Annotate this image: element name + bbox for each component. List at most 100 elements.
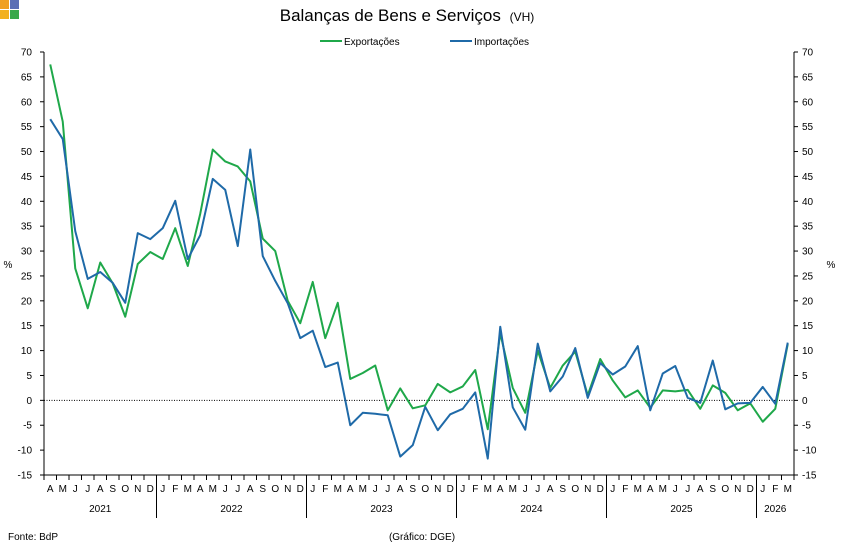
chart-title: Balanças de Bens e Serviços (VH) [280,6,535,25]
x-tick-label: M [184,484,192,495]
y-tick-label-left: 45 [21,172,33,183]
y-tick-label-left: 65 [21,72,33,83]
x-tick-label: N [134,484,141,495]
x-tick-label: O [421,484,429,495]
x-tick-label: D [147,484,154,495]
x-tick-label: F [172,484,178,495]
y-tick-label-left: 60 [21,97,33,108]
x-tick-label: J [385,484,390,495]
x-tick-label: J [523,484,528,495]
y-tick-label-right: 0 [802,396,808,407]
x-tick-label: M [484,484,492,495]
y-tick-label-left: 50 [21,147,33,158]
x-tick-label: J [685,484,690,495]
y-tick-label-right: 45 [802,172,814,183]
x-tick-label: A [647,484,654,495]
year-label: 2022 [220,504,243,515]
x-tick-label: J [235,484,240,495]
x-tick-label: O [271,484,279,495]
y-tick-label-left: -10 [18,446,33,457]
y-tick-label-left: 55 [21,122,33,133]
y-tick-label-right: 65 [802,72,814,83]
x-tick-label: M [659,484,667,495]
y-tick-label-right: 40 [802,197,814,208]
x-tick-label: J [310,484,315,495]
x-tick-label: M [334,484,342,495]
x-tick-label: O [571,484,579,495]
series-line-exportacoes [49,64,789,431]
chart-title-main: Balanças de Bens e Serviços [280,6,501,25]
x-tick-label: M [359,484,367,495]
y-tick-label-left: 10 [21,346,33,357]
x-tick-label: D [597,484,604,495]
x-tick-label: J [73,484,78,495]
y-tick-label-left: 30 [21,247,33,258]
x-tick-label: N [284,484,291,495]
x-tick-label: F [472,484,478,495]
legend-label: Importações [474,37,529,48]
y-tick-label-right: 70 [802,48,814,59]
y-tick-label-left: 5 [26,371,32,382]
logo-square-1 [0,10,9,19]
y-tick-label-left: 15 [21,321,33,332]
x-tick-label: N [434,484,441,495]
x-tick-label: D [747,484,754,495]
y-tick-label-right: 50 [802,147,814,158]
x-tick-label: J [223,484,228,495]
y-tick-label-right: 5 [802,371,808,382]
x-tick-label: S [409,484,416,495]
x-tick-label: A [547,484,554,495]
y-tick-label-right: -15 [802,471,817,482]
year-label: 2026 [764,504,787,515]
x-tick-label: J [373,484,378,495]
chart-legend: Exportações Importações [320,37,529,48]
source-note: Fonte: BdP [8,532,58,543]
chart-series [49,64,789,460]
x-tick-label: M [59,484,67,495]
credit-note: (Gráfico: DGE) [389,532,455,543]
year-label: 2021 [89,504,112,515]
logo-square-2 [10,0,19,9]
x-tick-label: J [460,484,465,495]
y-tick-label-left: -15 [18,471,33,482]
year-label: 2025 [670,504,693,515]
y-tick-label-left: 35 [21,222,33,233]
dge-logo [0,0,20,20]
x-tick-label: A [697,484,704,495]
x-tick-label: S [109,484,116,495]
year-label: 2024 [520,504,543,515]
chart-title-suffix: (VH) [510,10,535,24]
x-tick-label: J [673,484,678,495]
x-tick-label: A [497,484,504,495]
x-tick-label: F [622,484,628,495]
x-tick-label: S [709,484,716,495]
y-axis-label-left: % [4,260,13,271]
y-tick-label-right: 60 [802,97,814,108]
y-tick-label-right: -5 [802,421,811,432]
x-tick-label: J [85,484,90,495]
x-tick-label: J [760,484,765,495]
y-tick-label-right: 55 [802,122,814,133]
y-tick-label-left: 0 [26,396,32,407]
x-tick-label: D [297,484,304,495]
x-tick-label: O [721,484,729,495]
series-line-importacoes [49,118,789,460]
x-tick-label: F [322,484,328,495]
y-tick-label-left: 25 [21,271,33,282]
y-tick-label-right: -10 [802,446,817,457]
x-tick-label: M [784,484,792,495]
x-tick-label: A [247,484,254,495]
x-tick-label: A [97,484,104,495]
y-tick-label-right: 10 [802,346,814,357]
x-tick-label: S [559,484,566,495]
x-tick-label: O [121,484,129,495]
x-tick-label: M [509,484,517,495]
y-tick-label-right: 20 [802,296,814,307]
x-tick-label: J [160,484,165,495]
y-tick-label-right: 35 [802,222,814,233]
year-label: 2023 [370,504,393,515]
x-tick-label: J [535,484,540,495]
x-tick-label: A [397,484,404,495]
